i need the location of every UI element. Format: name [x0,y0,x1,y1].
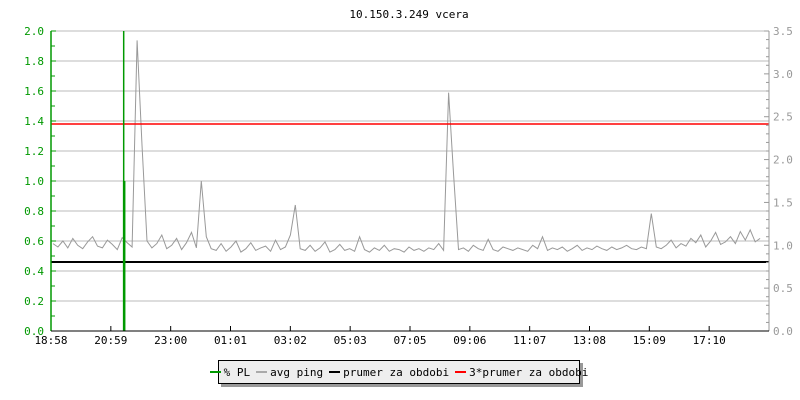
y-right-tick-label: 3.0 [773,68,793,81]
y-right-tick-label: 1.5 [773,196,793,209]
y-left-tick-label: 1.6 [24,85,44,98]
y-left-tick-label: 0.6 [24,235,44,248]
y-right-tick-label: 0.5 [773,282,793,295]
x-tick-label: 03:02 [274,334,307,347]
y-left-tick-label: 0.0 [24,325,44,338]
series-avg-ping-line [52,40,761,253]
y-left-tick-label: 0.2 [24,295,44,308]
y-right-tick-label: 3.5 [773,25,793,38]
y-left-tick-label: 0.8 [24,205,44,218]
x-tick-label: 23:00 [154,334,187,347]
legend-item-avg-ping: avg ping [256,366,323,379]
y-left-tick-label: 1.4 [24,115,44,128]
y-left-tick-label: 0.4 [24,265,44,278]
y-right-tick-label: 0.0 [773,325,793,338]
x-tick-label: 18:58 [34,334,67,347]
legend: % PL avg ping prumer za obdobi 3*prumer … [209,360,588,384]
x-tick-label: 07:05 [393,334,426,347]
chart-title: 10.150.3.249 vcera [349,8,468,21]
y-left-tick-label: 1.8 [24,55,44,68]
x-tick-label: 09:06 [453,334,486,347]
x-tick-label: 15:09 [633,334,666,347]
legend-item-3x-prumer: 3*prumer za obdobi [455,366,588,379]
x-tick-label: 11:07 [513,334,546,347]
y-right-tick-label: 1.0 [773,239,793,252]
y-right-tick-label: 2.5 [773,111,793,124]
y-right-tick-label: 2.0 [773,154,793,167]
y-left-tick-label: 1.0 [24,175,44,188]
x-tick-label: 20:59 [94,334,127,347]
y-left-tick-label: 1.2 [24,145,44,158]
x-tick-label: 05:03 [334,334,367,347]
y-left-tick-label: 2.0 [24,25,44,38]
x-tick-label: 01:01 [214,334,247,347]
x-tick-label: 17:10 [693,334,726,347]
legend-item-pl: % PL [209,366,250,379]
x-tick-label: 13:08 [573,334,606,347]
legend-item-prumer: prumer za obdobi [329,366,449,379]
